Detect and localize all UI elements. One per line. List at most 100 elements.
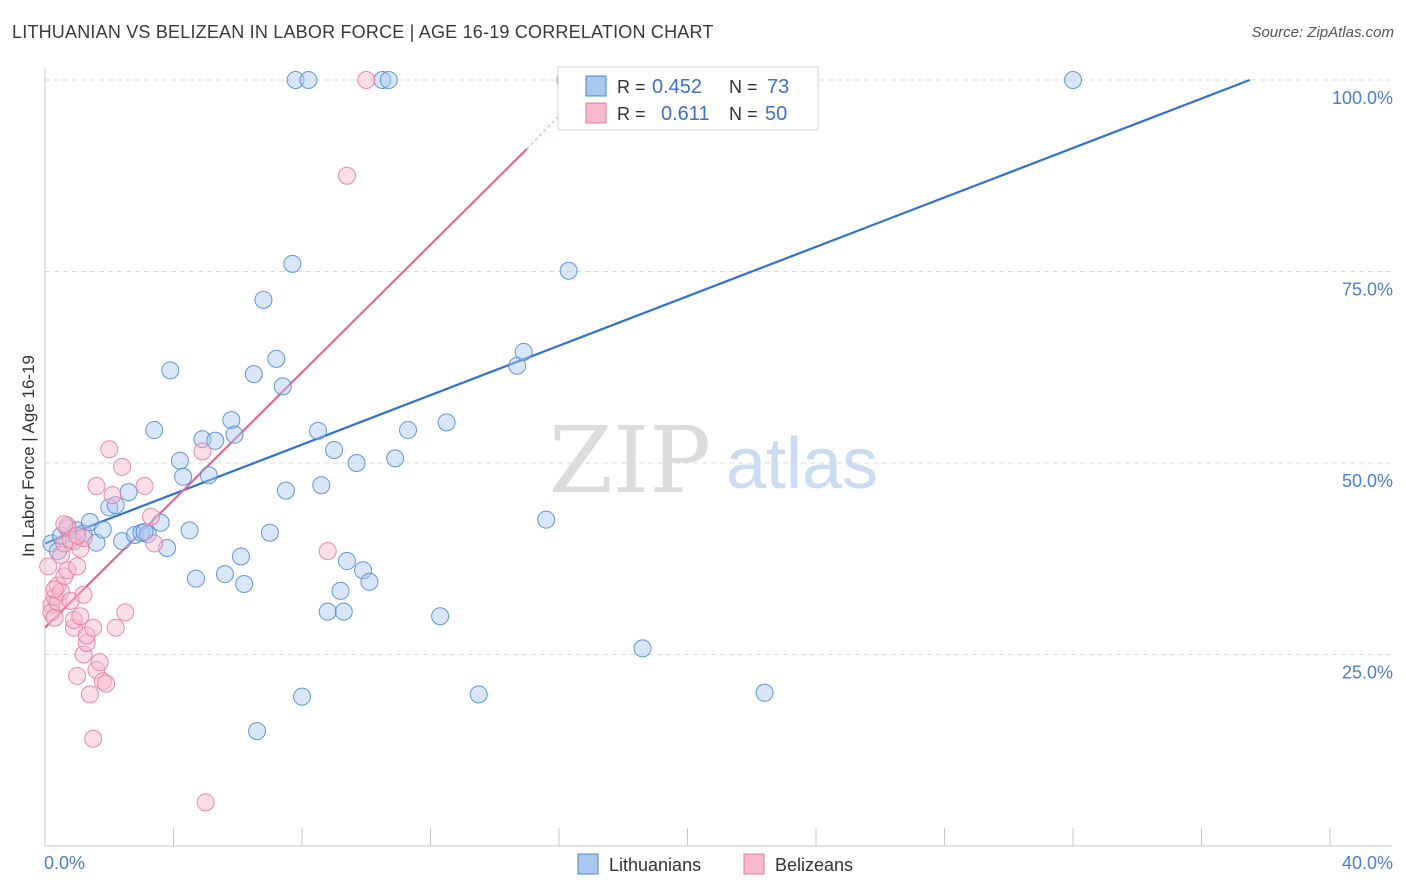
point-lithuanians-41 [309, 421, 328, 440]
point-belizeans-22 [74, 645, 93, 664]
point-belizeans-21 [74, 585, 93, 604]
point-lithuanians-43 [318, 602, 337, 621]
point-lithuanians-70 [1064, 71, 1082, 89]
point-lithuanians-38 [276, 481, 295, 500]
legend-top-r-label-2: R = [617, 104, 646, 124]
legend-bottom-label-lithuanians: Lithuanians [609, 855, 701, 875]
point-belizeans-18 [68, 557, 87, 576]
point-lithuanians-26 [199, 466, 218, 485]
point-belizeans-8 [52, 545, 71, 564]
point-belizeans-24 [77, 626, 96, 645]
point-belizeans-34 [103, 486, 122, 505]
legend-top-swatch-lithuanians [585, 75, 607, 97]
legend-bottom-swatch-lithuanians [577, 853, 599, 875]
point-belizeans-36 [113, 457, 132, 476]
point-lithuanians-65 [379, 71, 398, 89]
point-belizeans-11 [58, 561, 77, 580]
legend-top-n-value-2: 50 [765, 103, 787, 125]
point-belizeans-44 [318, 542, 337, 561]
point-lithuanians-40 [293, 687, 311, 706]
legend-top-n-label-1: N = [729, 77, 758, 97]
y-tick-label-50: 50.0% [1342, 471, 1393, 491]
point-belizeans-31 [93, 672, 112, 691]
trend-lines [44, 78, 1251, 629]
point-lithuanians-63 [299, 71, 318, 89]
point-belizeans-26 [84, 618, 103, 637]
point-belizeans-17 [68, 666, 87, 685]
point-belizeans-12 [58, 516, 77, 535]
point-lithuanians-33 [244, 365, 263, 384]
point-lithuanians-47 [337, 552, 356, 571]
point-lithuanians-44 [325, 440, 344, 459]
point-lithuanians-42 [312, 476, 331, 495]
gridlines [45, 79, 1392, 655]
point-lithuanians-58 [537, 510, 556, 529]
y-axis-title: In Labor Force | Age 16-19 [19, 355, 38, 557]
point-lithuanians-53 [431, 607, 450, 626]
point-lithuanians-61 [755, 683, 774, 702]
point-lithuanians-31 [231, 547, 250, 566]
point-lithuanians-20 [161, 361, 180, 380]
source-label: Source: ZipAtlas.com [1251, 24, 1394, 41]
point-lithuanians-35 [260, 523, 279, 542]
point-belizeans-39 [142, 507, 161, 526]
point-lithuanians-17 [145, 421, 164, 440]
legend-top-r-value-1: 0.452 [652, 76, 702, 98]
legend-top-n-value-1: 73 [767, 76, 789, 98]
trend-line-belizeans [44, 148, 528, 629]
chart-title: LITHUANIAN VS BELIZEAN IN LABOR FORCE | … [12, 22, 714, 42]
point-lithuanians-55 [469, 685, 488, 704]
legend-top-n-label-2: N = [729, 104, 758, 124]
point-lithuanians-64 [373, 71, 392, 89]
point-lithuanians-49 [347, 454, 366, 472]
point-lithuanians-21 [170, 451, 189, 470]
point-belizeans-25 [80, 685, 99, 704]
point-belizeans-19 [71, 607, 90, 626]
legend-bottom: Lithuanians Belizeans [577, 853, 853, 875]
point-lithuanians-24 [186, 569, 205, 588]
point-belizeans-0 [39, 557, 58, 576]
point-lithuanians-60 [633, 639, 652, 658]
trend-line-lithuanians [44, 78, 1251, 545]
y-tick-label-25: 25.0% [1342, 663, 1393, 683]
point-lithuanians-22 [174, 467, 193, 486]
point-lithuanians-46 [334, 602, 353, 621]
point-lithuanians-29 [222, 411, 241, 430]
point-lithuanians-16 [138, 525, 157, 544]
point-belizeans-43 [196, 793, 215, 812]
point-lithuanians-62 [286, 71, 305, 89]
point-lithuanians-51 [386, 449, 405, 468]
y-tick-label-75: 75.0% [1342, 280, 1393, 300]
legend-bottom-swatch-belizeans [743, 853, 765, 875]
point-lithuanians-72 [135, 522, 154, 541]
point-lithuanians-28 [215, 565, 234, 584]
point-lithuanians-30 [225, 425, 244, 444]
point-lithuanians-32 [235, 575, 254, 594]
point-lithuanians-57 [514, 342, 533, 361]
watermark-zip: ZIP [549, 407, 711, 514]
point-lithuanians-36 [267, 349, 286, 368]
x-tick-label-min: 0.0% [44, 853, 85, 873]
point-belizeans-49 [68, 526, 87, 545]
point-lithuanians-59 [559, 261, 578, 280]
point-belizeans-29 [87, 476, 106, 495]
point-belizeans-33 [100, 440, 119, 459]
legend-top: R = 0.452 N = 73 R = 0.611 N = 50 [557, 66, 819, 131]
point-lithuanians-52 [399, 421, 418, 440]
point-lithuanians-50 [360, 572, 379, 591]
legend-top-r-value-2: 0.611 [661, 103, 710, 125]
point-lithuanians-71 [248, 722, 267, 741]
point-belizeans-37 [116, 603, 135, 622]
point-belizeans-30 [90, 653, 109, 672]
point-lithuanians-11 [106, 496, 125, 515]
point-belizeans-2 [42, 603, 61, 622]
point-lithuanians-48 [354, 561, 373, 580]
y-tick-label-100: 100.0% [1332, 88, 1393, 108]
point-belizeans-27 [84, 729, 103, 748]
point-lithuanians-34 [254, 290, 273, 309]
point-belizeans-32 [97, 674, 116, 693]
point-belizeans-42 [193, 442, 212, 461]
point-belizeans-35 [106, 618, 125, 637]
point-lithuanians-37 [273, 377, 292, 396]
